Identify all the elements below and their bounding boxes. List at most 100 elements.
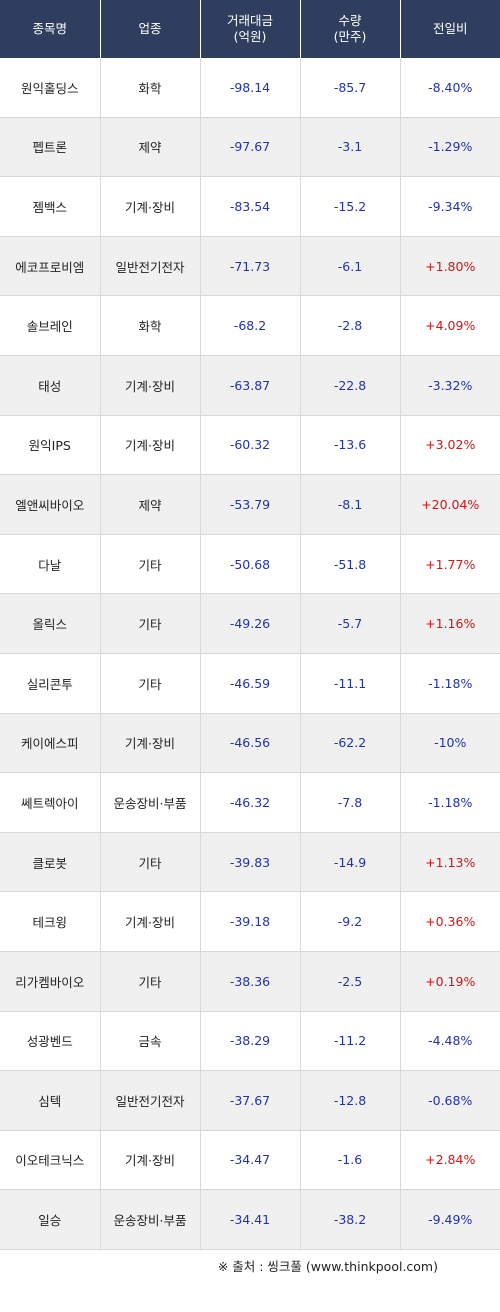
stock-name-cell: 실리콘투: [0, 653, 101, 714]
sector-cell: 화학: [100, 295, 201, 356]
change-cell: -0.68%: [400, 1070, 500, 1131]
table-row: 펩트론 제약 -97.67 -3.1 -1.29%: [0, 117, 500, 178]
change-cell: +4.09%: [400, 295, 500, 356]
trade-amount-cell: -46.56: [200, 713, 301, 774]
stock-name-cell: 케이에스피: [0, 713, 101, 774]
stock-name-cell: 성광벤드: [0, 1011, 101, 1072]
sector-cell: 기계·장비: [100, 176, 201, 237]
volume-cell: -14.9: [300, 832, 401, 893]
stock-name-cell: 다날: [0, 534, 101, 595]
volume-cell: -8.1: [300, 474, 401, 535]
change-cell: -1.18%: [400, 772, 500, 833]
change-cell: +0.36%: [400, 891, 500, 952]
stock-name-cell: 에코프로비엠: [0, 236, 101, 297]
sector-cell: 제약: [100, 117, 201, 178]
table-row: 이오테크닉스 기계·장비 -34.47 -1.6 +2.84%: [0, 1130, 500, 1191]
volume-cell: -62.2: [300, 713, 401, 774]
header-sector: 업종: [100, 0, 201, 58]
stock-name-cell: 리가켐바이오: [0, 951, 101, 1012]
change-cell: +3.02%: [400, 415, 500, 476]
sector-cell: 운송장비·부품: [100, 1189, 201, 1250]
table-row: 심텍 일반전기전자 -37.67 -12.8 -0.68%: [0, 1070, 500, 1131]
sector-cell: 일반전기전자: [100, 1070, 201, 1131]
volume-cell: -7.8: [300, 772, 401, 833]
change-cell: -1.18%: [400, 653, 500, 714]
table-row: 원익홀딩스 화학 -98.14 -85.7 -8.40%: [0, 58, 500, 118]
header-volume: 수량 (만주): [300, 0, 401, 58]
sector-cell: 기타: [100, 653, 201, 714]
table-row: 리가켐바이오 기타 -38.36 -2.5 +0.19%: [0, 951, 500, 1012]
stock-name-cell: 테크윙: [0, 891, 101, 952]
sector-cell: 기계·장비: [100, 355, 201, 416]
table-row: 올릭스 기타 -49.26 -5.7 +1.16%: [0, 593, 500, 654]
volume-cell: -6.1: [300, 236, 401, 297]
stock-name-cell: 쎄트렉아이: [0, 772, 101, 833]
stock-table: 종목명 업종 거래대금 (억원) 수량 (만주) 전일비 원익홀딩스 화학 -98.14…: [0, 0, 500, 1250]
stock-table-container: 종목명 업종 거래대금 (억원) 수량 (만주) 전일비 원익홀딩스 화학 -98.14…: [0, 0, 500, 1274]
volume-cell: -5.7: [300, 593, 401, 654]
table-row: 엘앤씨바이오 제약 -53.79 -8.1 +20.04%: [0, 474, 500, 535]
header-volume-label: 수량: [338, 13, 362, 28]
trade-amount-cell: -50.68: [200, 534, 301, 595]
table-row: 젬백스 기계·장비 -83.54 -15.2 -9.34%: [0, 176, 500, 237]
trade-amount-cell: -34.41: [200, 1189, 301, 1250]
table-row: 성광벤드 금속 -38.29 -11.2 -4.48%: [0, 1011, 500, 1072]
stock-name-cell: 심텍: [0, 1070, 101, 1131]
volume-cell: -9.2: [300, 891, 401, 952]
stock-name-cell: 클로봇: [0, 832, 101, 893]
change-cell: -9.49%: [400, 1189, 500, 1250]
header-amount-unit: (억원): [233, 29, 267, 44]
stock-name-cell: 태성: [0, 355, 101, 416]
source-footer: ※ 출처 : 씽크풀 (www.thinkpool.com): [217, 1258, 438, 1274]
stock-name-cell: 올릭스: [0, 593, 101, 654]
trade-amount-cell: -63.87: [200, 355, 301, 416]
stock-name-cell: 일승: [0, 1189, 101, 1250]
header-amount: 거래대금 (억원): [200, 0, 301, 58]
trade-amount-cell: -68.2: [200, 295, 301, 356]
sector-cell: 기타: [100, 832, 201, 893]
table-row: 일승 운송장비·부품 -34.41 -38.2 -9.49%: [0, 1189, 500, 1250]
sector-cell: 기계·장비: [100, 1130, 201, 1191]
change-cell: +1.16%: [400, 593, 500, 654]
stock-name-cell: 원익IPS: [0, 415, 101, 476]
trade-amount-cell: -53.79: [200, 474, 301, 535]
volume-cell: -2.5: [300, 951, 401, 1012]
trade-amount-cell: -34.47: [200, 1130, 301, 1191]
stock-name-cell: 펩트론: [0, 117, 101, 178]
volume-cell: -11.1: [300, 653, 401, 714]
table-row: 다날 기타 -50.68 -51.8 +1.77%: [0, 534, 500, 595]
trade-amount-cell: -71.73: [200, 236, 301, 297]
trade-amount-cell: -46.59: [200, 653, 301, 714]
volume-cell: -85.7: [300, 58, 401, 118]
table-row: 에코프로비엠 일반전기전자 -71.73 -6.1 +1.80%: [0, 236, 500, 297]
table-header-row: 종목명 업종 거래대금 (억원) 수량 (만주) 전일비: [0, 0, 500, 58]
sector-cell: 운송장비·부품: [100, 772, 201, 833]
table-row: 테크윙 기계·장비 -39.18 -9.2 +0.36%: [0, 891, 500, 952]
volume-cell: -13.6: [300, 415, 401, 476]
change-cell: -8.40%: [400, 58, 500, 118]
stock-name-cell: 솔브레인: [0, 295, 101, 356]
change-cell: +2.84%: [400, 1130, 500, 1191]
stock-name-cell: 원익홀딩스: [0, 58, 101, 118]
table-body: 원익홀딩스 화학 -98.14 -85.7 -8.40% 펩트론 제약 -97.67 -3.1-…: [0, 58, 500, 1250]
header-change-label: 전일비: [432, 21, 468, 36]
change-cell: -3.32%: [400, 355, 500, 416]
change-cell: -4.48%: [400, 1011, 500, 1072]
trade-amount-cell: -37.67: [200, 1070, 301, 1131]
volume-cell: -22.8: [300, 355, 401, 416]
volume-cell: -15.2: [300, 176, 401, 237]
volume-cell: -1.6: [300, 1130, 401, 1191]
change-cell: +1.77%: [400, 534, 500, 595]
header-amount-label: 거래대금: [226, 13, 273, 28]
table-row: 쎄트렉아이 운송장비·부품 -46.32 -7.8 -1.18%: [0, 772, 500, 833]
change-cell: +1.80%: [400, 236, 500, 297]
table-row: 클로봇 기타 -39.83 -14.9 +1.13%: [0, 832, 500, 893]
trade-amount-cell: -38.29: [200, 1011, 301, 1072]
stock-name-cell: 젬백스: [0, 176, 101, 237]
header-change: 전일비: [400, 0, 500, 58]
sector-cell: 기타: [100, 951, 201, 1012]
volume-cell: -2.8: [300, 295, 401, 356]
trade-amount-cell: -46.32: [200, 772, 301, 833]
stock-name-cell: 이오테크닉스: [0, 1130, 101, 1191]
table-row: 태성 기계·장비 -63.87 -22.8 -3.32%: [0, 355, 500, 416]
